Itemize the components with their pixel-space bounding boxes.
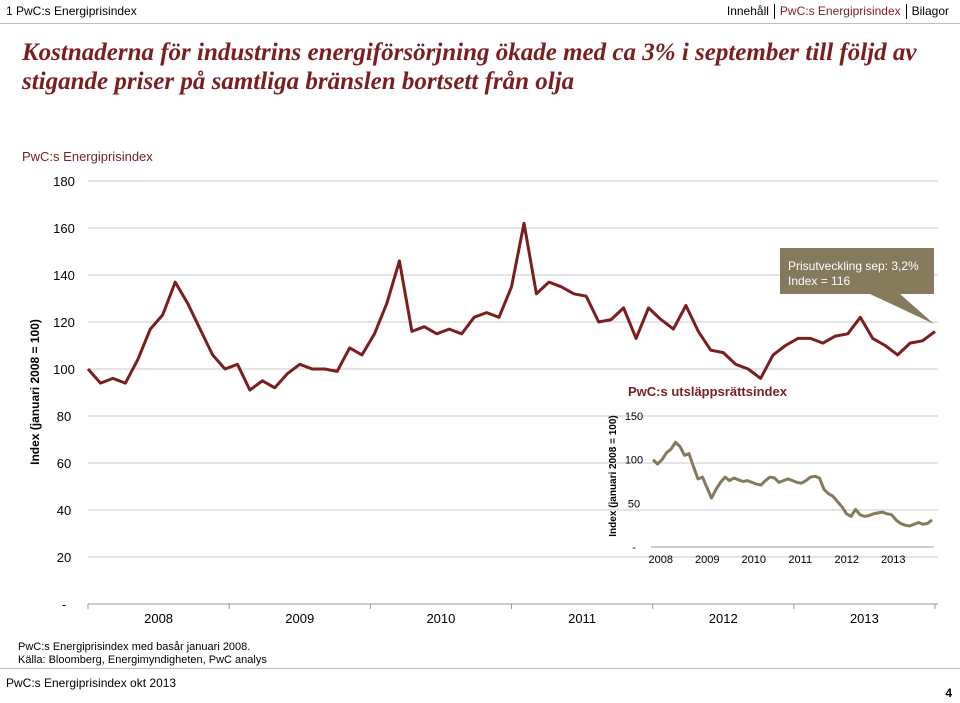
top-navigation: Innehåll PwC:s Energiprisindex Bilagor bbox=[722, 0, 954, 22]
page-number: 4 bbox=[945, 686, 952, 700]
nav-separator bbox=[905, 3, 907, 19]
main-y-tick-label: 20 bbox=[57, 550, 71, 565]
main-y-tick-label: 40 bbox=[57, 503, 71, 518]
footer-divider bbox=[0, 668, 960, 669]
main-y-tick-label: 180 bbox=[53, 174, 75, 189]
footnote-base-year: PwC:s Energiprisindex med basår januari … bbox=[18, 641, 251, 653]
inset-x-tick-label: 2013 bbox=[881, 554, 905, 566]
main-x-ticks bbox=[87, 604, 936, 609]
main-y-tick-label: 160 bbox=[53, 221, 75, 236]
main-x-tick-label: 2012 bbox=[709, 611, 738, 626]
inset-y-axis-label: Index (januari 2008 = 100) bbox=[608, 415, 619, 536]
main-y-tick-labels: - 20 40 60 80 100 120 140 160 180 bbox=[53, 174, 75, 612]
inset-y-tick-label: 100 bbox=[625, 455, 643, 467]
energy-index-line bbox=[86, 221, 936, 392]
main-y-tick-label: 60 bbox=[57, 456, 71, 471]
main-x-tick-labels: 2008 2009 2010 2011 2012 2013 bbox=[144, 611, 879, 626]
main-x-tick-label: 2008 bbox=[144, 611, 173, 626]
footnote-source: Källa: Bloomberg, Energimyndigheten, PwC… bbox=[18, 654, 267, 666]
annotation-line-1: Prisutveckling sep: 3,2% bbox=[788, 259, 919, 273]
main-y-tick-label: 120 bbox=[53, 315, 75, 330]
main-y-tick-label: - bbox=[62, 597, 66, 612]
annotation-callout-box bbox=[780, 248, 934, 324]
main-y-tick-label: 140 bbox=[53, 268, 75, 283]
main-x-tick-label: 2013 bbox=[850, 611, 879, 626]
inset-y-tick-label: 150 bbox=[625, 411, 643, 423]
emission-index-line bbox=[651, 440, 933, 528]
inset-x-tick-label: 2008 bbox=[649, 554, 673, 566]
nav-bilagor[interactable]: Bilagor bbox=[911, 4, 949, 18]
inset-x-tick-label: 2010 bbox=[742, 554, 766, 566]
page-headline: Kostnaderna för industrins energiförsörj… bbox=[22, 39, 917, 95]
top-bar: 1 PwC:s Energiprisindex Innehåll PwC:s E… bbox=[0, 0, 960, 22]
inset-x-tick-label: 2012 bbox=[835, 554, 859, 566]
footer-text: PwC:s Energiprisindex okt 2013 bbox=[6, 676, 177, 690]
main-y-tick-label: 100 bbox=[53, 362, 75, 377]
header-divider bbox=[0, 23, 960, 24]
inset-y-tick-labels: - 50 100 150 bbox=[625, 411, 643, 554]
nav-separator bbox=[773, 3, 775, 19]
inset-y-tick-label: - bbox=[632, 542, 636, 554]
inset-y-tick-label: 50 bbox=[628, 498, 640, 510]
main-x-tick-label: 2011 bbox=[568, 611, 596, 626]
main-y-tick-label: 80 bbox=[57, 409, 71, 424]
main-x-tick-label: 2009 bbox=[285, 611, 314, 626]
inset-x-tick-labels: 2008 2009 2010 2011 2012 2013 bbox=[649, 554, 906, 566]
main-chart-title: PwC:s Energiprisindex bbox=[22, 149, 153, 164]
main-gridlines bbox=[88, 180, 938, 558]
annotation-line-2: Index = 116 bbox=[788, 274, 850, 288]
inset-x-tick-label: 2009 bbox=[695, 554, 719, 566]
nav-innehall[interactable]: Innehåll bbox=[726, 4, 769, 18]
inset-chart-title: PwC:s utsläppsrättsindex bbox=[628, 384, 788, 399]
main-y-axis-label: Index (januari 2008 = 100) bbox=[28, 319, 42, 465]
nav-energiprisindex[interactable]: PwC:s Energiprisindex bbox=[779, 4, 901, 18]
main-x-tick-label: 2010 bbox=[426, 611, 455, 626]
inset-x-tick-label: 2011 bbox=[788, 554, 812, 566]
document-title: 1 PwC:s Energiprisindex bbox=[6, 4, 137, 18]
